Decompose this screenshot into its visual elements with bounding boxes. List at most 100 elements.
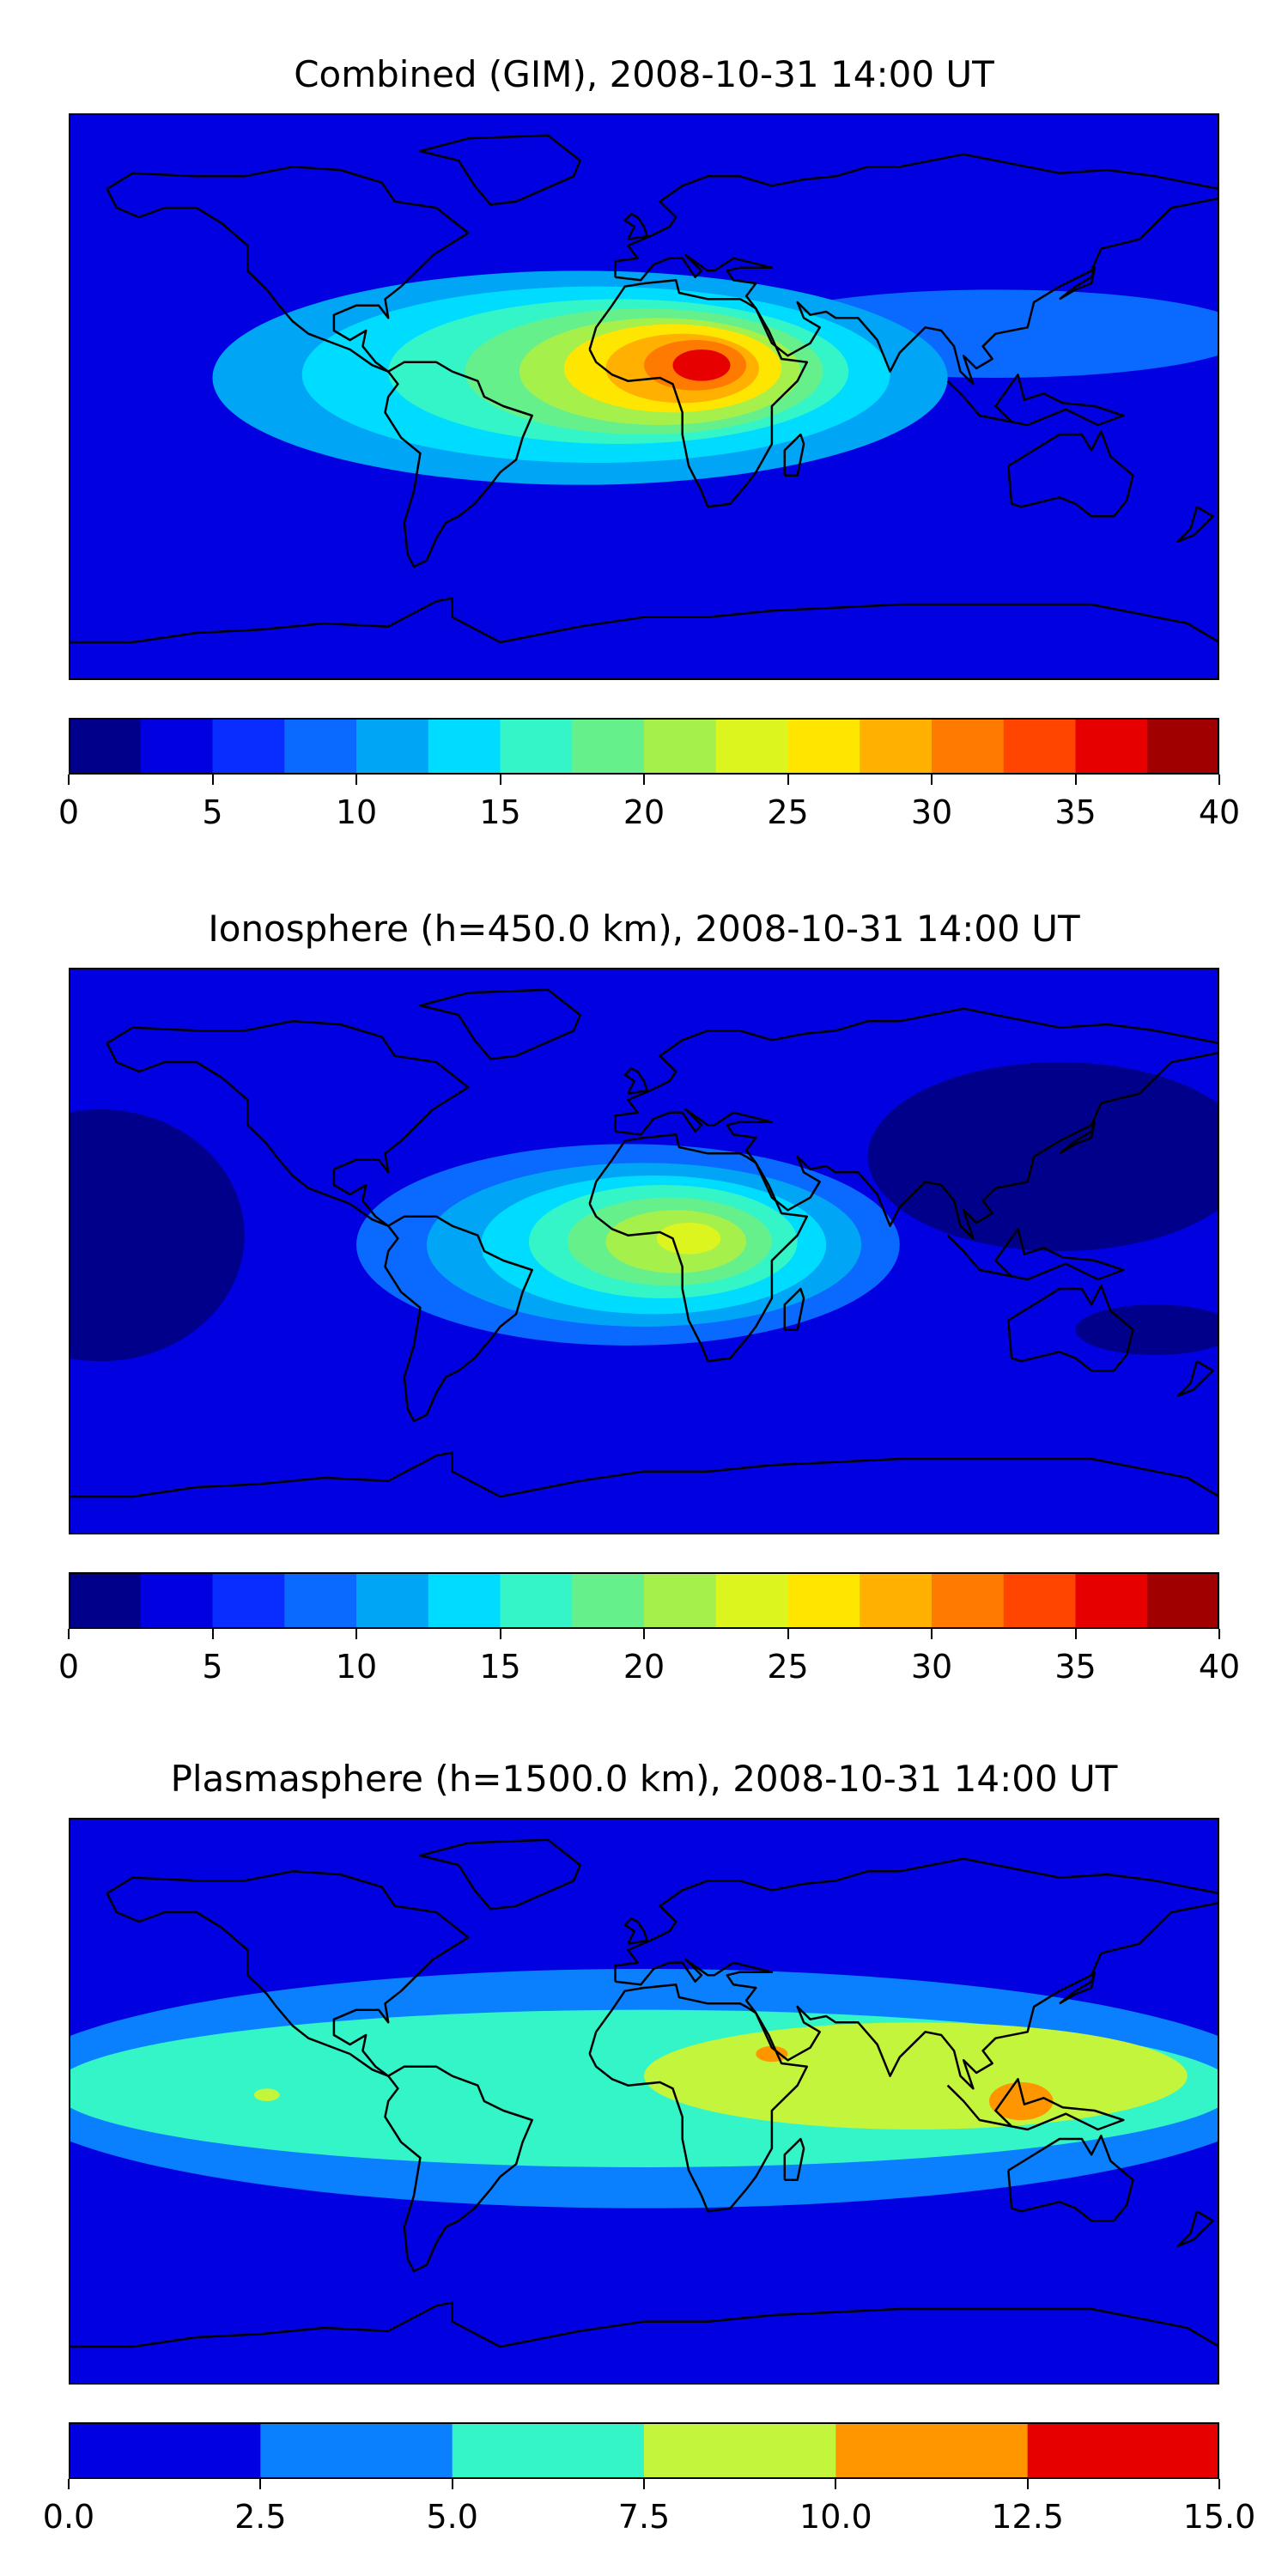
coastline-south-america — [384, 1215, 533, 1423]
colorbar-segment — [932, 718, 1005, 775]
colorbar-segment — [140, 1572, 213, 1629]
map-plot — [69, 968, 1219, 1534]
colorbar-segment — [452, 2422, 645, 2479]
coastline-antarctica — [69, 2301, 1219, 2348]
coastline-south-america — [384, 361, 533, 568]
coastline-japan — [1059, 1121, 1097, 1155]
colorbar-frame — [69, 2422, 1219, 2479]
colorbar-tick-label: 30 — [910, 793, 953, 831]
colorbar-tick — [787, 1629, 789, 1639]
colorbar-tick-label: 0 — [58, 1648, 80, 1686]
coastline-indonesia — [946, 1228, 1125, 1281]
map-svg — [69, 968, 1219, 1534]
coastline-antarctica — [69, 1451, 1219, 1498]
contour-level — [672, 349, 731, 381]
coastline-indonesia — [946, 374, 1125, 427]
colorbar-segment — [787, 1572, 860, 1629]
chart-panel-combined: Combined (GIM), 2008-10-31 14:00 UT 0 5 10… — [0, 0, 1288, 859]
map-svg — [69, 1818, 1219, 2385]
colorbar-tick-label: 40 — [1198, 1648, 1241, 1686]
colorbar-tick — [1074, 775, 1077, 785]
colorbar-tick — [211, 1629, 214, 1639]
colorbar-tick-label: 15 — [479, 793, 521, 831]
chart-title: Ionosphere (h=450.0 km), 2008-10-31 14:0… — [208, 908, 1080, 950]
colorbar-tick — [499, 1629, 501, 1639]
coastline-africa-eurasia — [588, 279, 809, 508]
colorbar-tick-label: 15.0 — [1182, 2498, 1256, 2536]
colorbar-segment — [1147, 718, 1220, 775]
contour-level — [69, 1109, 245, 1362]
coastline-north-america — [106, 1020, 470, 1227]
coastline-north-america — [106, 166, 470, 373]
coastline-japan — [1059, 266, 1097, 301]
colorbar-segment — [572, 718, 645, 775]
colorbar-tick — [787, 775, 789, 785]
plot-frame — [69, 1818, 1219, 2385]
colorbar-tick-label: 5 — [202, 793, 223, 831]
coastline-japan — [1059, 1971, 1097, 2005]
coastline-uk — [623, 1917, 648, 1945]
coastline-africa-eurasia — [588, 1133, 809, 1363]
coastline-madagascar — [783, 433, 805, 477]
colorbar-tick — [931, 1629, 933, 1639]
colorbar-tick-label: 40 — [1198, 793, 1241, 831]
colorbar-segment — [69, 2422, 261, 2479]
colorbar-tick — [931, 775, 933, 785]
colorbar-frame — [69, 1572, 1219, 1629]
colorbar-segment — [1147, 1572, 1220, 1629]
colorbar-tick — [355, 775, 357, 785]
map-plot — [69, 1818, 1219, 2385]
colorbar-segment — [356, 718, 429, 775]
chart-panel-ionosphere: Ionosphere (h=450.0 km), 2008-10-31 14:0… — [0, 854, 1288, 1713]
colorbar-tick — [643, 775, 645, 785]
colorbar-tick — [68, 775, 70, 785]
coastline-indonesia — [946, 2078, 1125, 2131]
colorbar-segment — [932, 1572, 1005, 1629]
colorbar-segment — [787, 718, 860, 775]
colorbar-segment — [69, 718, 142, 775]
colorbar-segment — [428, 718, 501, 775]
colorbar-segment — [644, 718, 717, 775]
coastline-eurasia — [614, 153, 1219, 386]
colorbar-ticks: 0 5 10 15 20 25 30 35 40 — [58, 775, 1240, 835]
colorbar-tick-label: 25 — [767, 793, 809, 831]
colorbar-segment — [1075, 1572, 1148, 1629]
contour-level — [656, 1223, 721, 1255]
colorbar-tick-label: 10.0 — [799, 2498, 872, 2536]
colorbar-tick — [835, 2479, 837, 2489]
colorbar-segment — [835, 2422, 1029, 2479]
colorbar-svg — [69, 1572, 1220, 1629]
colorbar-tick-label: 20 — [623, 1648, 665, 1686]
contour-level — [989, 2082, 1054, 2120]
colorbar-tick — [1074, 1629, 1077, 1639]
colorbar-segment — [860, 718, 933, 775]
colorbar-tick — [643, 2479, 645, 2489]
colorbar-tick — [68, 1629, 70, 1639]
colorbar-segment — [860, 1572, 933, 1629]
colorbar-tick — [451, 2479, 453, 2489]
colorbar-tick — [355, 1629, 357, 1639]
colorbar-tick — [68, 2479, 70, 2489]
coastline-north-america — [106, 1870, 470, 2077]
colorbar-svg — [69, 718, 1220, 775]
colorbar-tick-label: 10 — [335, 1648, 378, 1686]
colorbar-svg — [69, 2422, 1220, 2479]
coastline-australia — [1007, 430, 1134, 518]
map-plot — [69, 113, 1219, 680]
coastline-south-america — [384, 2065, 533, 2273]
colorbar-tick — [1218, 2479, 1220, 2489]
colorbar-tick — [499, 775, 501, 785]
coastline-greenland — [419, 134, 581, 206]
contour-level — [69, 403, 159, 453]
colorbar-tick — [1218, 1629, 1220, 1639]
coastline-eurasia — [614, 1857, 1219, 2090]
colorbar-segment — [1075, 718, 1148, 775]
colorbar-tick — [259, 2479, 262, 2489]
coastline-eurasia — [614, 1007, 1219, 1240]
colorbar-segment — [212, 718, 285, 775]
plot-frame — [69, 113, 1219, 680]
chart-title: Combined (GIM), 2008-10-31 14:00 UT — [294, 53, 994, 95]
coastline-greenland — [419, 1838, 581, 1911]
colorbar-segment — [715, 1572, 788, 1629]
colorbar-tick-label: 5 — [202, 1648, 223, 1686]
